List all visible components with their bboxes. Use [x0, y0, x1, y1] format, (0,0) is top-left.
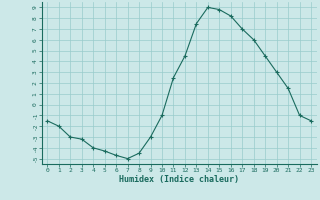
X-axis label: Humidex (Indice chaleur): Humidex (Indice chaleur)	[119, 175, 239, 184]
